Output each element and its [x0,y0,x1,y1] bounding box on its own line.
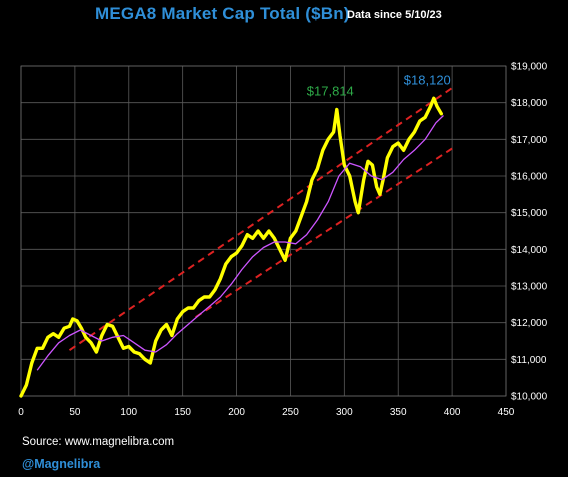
x-tick-label: 300 [336,407,353,418]
y-tick-label: $19,000 [511,62,548,73]
peak-annotation: $18,120 [404,72,451,87]
y-tick-label: $15,000 [511,208,548,219]
x-tick-label: 200 [228,407,245,418]
y-tick-label: $11,000 [511,355,547,366]
chart-title: MEGA8 Market Cap Total ($Bn) [95,4,350,23]
x-tick-label: 250 [282,407,299,418]
x-tick-label: 450 [498,407,515,418]
x-tick-label: 150 [174,407,191,418]
plot-border [20,65,507,397]
y-tick-label: $12,000 [511,318,548,329]
y-tick-label: $16,000 [511,172,548,183]
author-handle: @Magnelibra [22,457,101,471]
x-tick-label: 50 [69,407,81,418]
x-tick-label: 100 [120,407,137,418]
source-note: Source: www.magnelibra.com [22,436,175,448]
x-tick-label: 400 [444,407,461,418]
trend-channel-line [68,87,453,351]
price-series-line [19,96,443,398]
x-tick-label: 0 [18,407,24,418]
y-tick-label: $17,000 [511,135,548,146]
peak-annotation: $17,814 [307,83,354,98]
trend-channel-line [195,147,453,319]
y-tick-label: $14,000 [511,245,548,256]
chart-subtitle: Data since 5/10/23 [347,9,442,21]
y-tick-label: $18,000 [511,98,548,109]
moving-average-line [36,115,444,371]
x-tick-label: 350 [390,407,407,418]
y-tick-label: $10,000 [511,392,548,403]
y-tick-label: $13,000 [511,282,548,293]
